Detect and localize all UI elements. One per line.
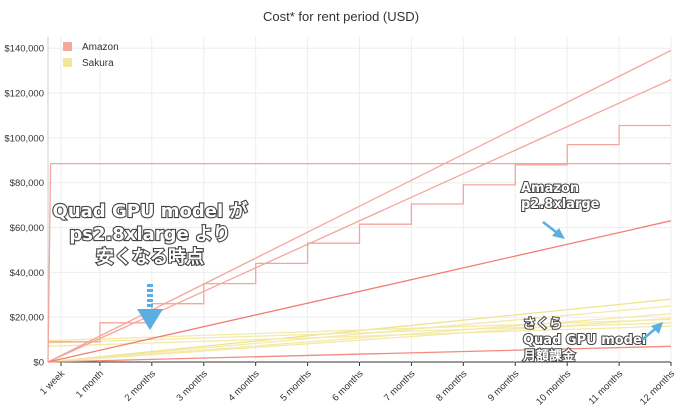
arrow-amazon <box>542 221 565 239</box>
x-tick-label: 11 months <box>587 368 626 407</box>
y-tick-label: $40,000 <box>10 268 44 279</box>
annotation-sakura-line-1: さくら <box>523 317 562 332</box>
arrow-down <box>137 284 163 330</box>
legend-swatch-amazon <box>63 42 72 51</box>
x-tick-label: 2 months <box>123 368 159 404</box>
legend-label-amazon: Amazon <box>82 42 119 53</box>
y-axis: $0 $20,000 $40,000 $60,000 $80,000 $100,000 $1… <box>4 44 44 369</box>
y-tick-label: $20,000 <box>10 313 44 324</box>
y-tick-label: $80,000 <box>10 178 44 189</box>
annotation-crossover-line-3: 安くなる時点 <box>96 246 204 268</box>
chart-title: Cost* for rent period (USD) <box>263 9 419 24</box>
x-tick-label: 9 months <box>486 368 522 404</box>
annotation-amazon-line-1: Amazon <box>521 181 579 196</box>
series-line-amazon <box>47 220 672 363</box>
series-group <box>47 49 672 363</box>
series-line-sakura <box>47 325 672 347</box>
series-line-amazon <box>47 162 671 363</box>
x-tick-label: 7 months <box>382 368 418 404</box>
series-line-sakura <box>47 322 672 344</box>
y-tick-label: $60,000 <box>10 223 44 234</box>
legend-swatch-sakura <box>63 58 72 67</box>
arrow-down-icon <box>137 309 163 330</box>
y-tick-label: $0 <box>33 358 44 369</box>
annotation-amazon: Amazon p2.8xlarge <box>520 180 601 213</box>
x-tick-label: 1 week <box>38 368 67 397</box>
x-tick-label: 4 months <box>226 368 262 404</box>
y-tick-label: $140,000 <box>4 44 44 55</box>
series-line-sakura <box>47 313 672 363</box>
x-tick-label: 1 month <box>74 368 106 400</box>
annotation-crossover-line-1: Quad GPU model が <box>53 200 248 222</box>
y-tick-label: $100,000 <box>4 133 44 144</box>
annotation-sakura-line-2: Quad GPU model <box>523 333 646 348</box>
x-tick-label: 10 months <box>534 368 573 407</box>
series-line-amazon <box>47 345 672 363</box>
arrow-amazon-icon <box>552 228 565 239</box>
annotation-crossover: Quad GPU model が ps2.8xlarge より 安くなる時点 <box>51 199 248 269</box>
arrow-sakura-icon <box>651 322 663 334</box>
legend-label-sakura: Sakura <box>82 58 114 69</box>
series-line-sakura <box>47 305 672 363</box>
annotation-crossover-line-2: ps2.8xlarge より <box>69 224 230 245</box>
arrow-sakura <box>641 322 663 341</box>
x-tick-label: 6 months <box>330 368 366 404</box>
grid <box>47 37 672 363</box>
series-line-sakura <box>47 318 672 342</box>
x-axis: 1 week 1 month 2 months 3 months 4 months 5 m… <box>38 362 677 407</box>
x-tick-label: 12 months <box>638 368 677 407</box>
annotation-sakura: さくら Quad GPU model 月額課金 <box>521 316 647 365</box>
x-tick-label: 8 months <box>434 368 470 404</box>
legend[interactable]: Amazon Sakura <box>63 42 119 69</box>
annotation-amazon-line-2: p2.8xlarge <box>521 197 600 212</box>
x-tick-label: 5 months <box>278 368 314 404</box>
y-tick-label: $120,000 <box>4 89 44 100</box>
x-tick-label: 3 months <box>174 368 210 404</box>
annotation-sakura-line-3: 月額課金 <box>522 348 576 364</box>
